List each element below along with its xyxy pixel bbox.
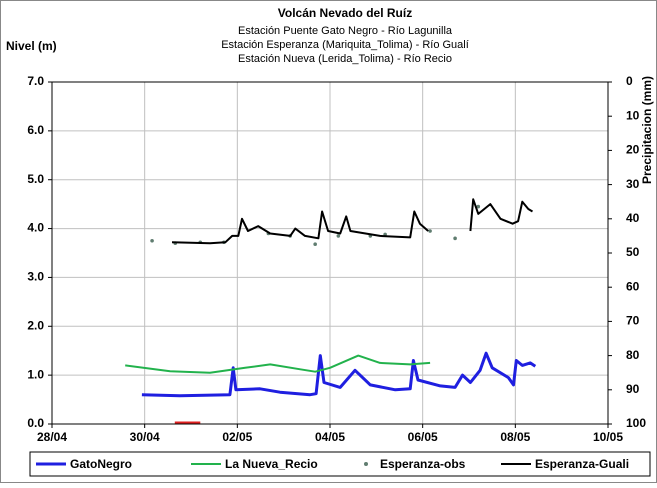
legend-swatch [364, 462, 368, 466]
y2-tick-label: 10 [626, 108, 640, 122]
y2-tick-label: 80 [626, 348, 640, 362]
obs-point [150, 238, 154, 243]
obs-point [453, 236, 457, 241]
legend-box [29, 451, 651, 477]
y-tick-label: 4.0 [27, 221, 44, 235]
x-tick-label: 04/05 [315, 430, 345, 444]
x-tick-label: 08/05 [500, 430, 530, 444]
y2-tick-label: 30 [626, 177, 640, 191]
y-tick-label: 2.0 [27, 318, 44, 332]
legend-label: La Nueva_Recio [225, 457, 318, 471]
obs-point [336, 234, 341, 238]
legend-label: Esperanza-Guali [535, 457, 629, 471]
x-tick-label: 10/05 [593, 430, 623, 444]
x-tick-label: 02/05 [222, 430, 252, 444]
y2-tick-label: 0 [626, 74, 633, 88]
y-tick-label: 3.0 [27, 270, 44, 284]
y2-tick-label: 70 [626, 314, 640, 328]
y-axis-label: Nivel (m) [6, 39, 57, 53]
series-line [141, 351, 537, 398]
chart-subtitle: Estación Esperanza (Mariquita_Tolima) - … [221, 39, 469, 51]
x-tick-label: 06/05 [408, 430, 438, 444]
y2-axis-label: Precipitacion (mm) [640, 76, 654, 184]
chart-subtitle: Estación Nueva (Lerida_Tolima) - Río Rec… [238, 53, 452, 65]
y2-tick-label: 40 [626, 211, 640, 225]
obs-point [428, 229, 432, 233]
legend-label: GatoNegro [70, 457, 132, 471]
y2-tick-label: 60 [626, 279, 640, 293]
chart-title: Volcán Nevado del Ruíz [278, 6, 412, 20]
y2-tick-label: 90 [626, 382, 640, 396]
y2-tick-label: 50 [626, 245, 640, 259]
obs-point [313, 242, 317, 247]
legend-label: Esperanza-obs [380, 457, 466, 471]
y-tick-label: 6.0 [27, 123, 44, 137]
series-line [171, 198, 534, 245]
y-tick-label: 0.0 [27, 416, 44, 430]
chart-subtitle: Estación Puente Gato Negro - Río Lagunil… [238, 25, 453, 37]
x-tick-label: 28/04 [37, 430, 67, 444]
y-tick-label: 7.0 [27, 74, 44, 88]
series-line [125, 354, 431, 374]
plot-border [51, 81, 609, 425]
obs-point [476, 204, 481, 209]
x-tick-label: 30/04 [130, 430, 160, 444]
y2-tick-label: 20 [626, 143, 640, 157]
y-tick-label: 5.0 [27, 172, 44, 186]
y-tick-label: 1.0 [27, 367, 44, 381]
y2-tick-label: 100 [626, 416, 646, 430]
